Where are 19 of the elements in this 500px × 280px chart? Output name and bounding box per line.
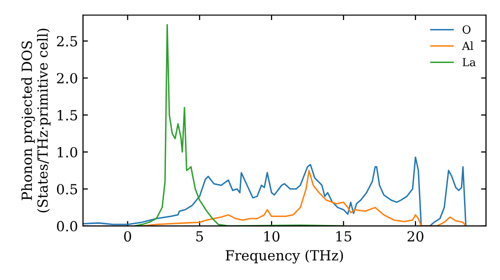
line-series	[134, 24, 344, 226]
y-tick-label: 2.5	[56, 36, 78, 46]
y-tick-label: 2.0	[56, 72, 78, 84]
legend-label: O	[462, 25, 470, 34]
line-series	[83, 156, 467, 226]
x-tick-label: 10	[264, 231, 280, 242]
legend-label: Al	[462, 41, 474, 50]
y-axis-title: Phonon projected DOS (States/THz·primitive cell)	[21, 28, 50, 212]
line-series	[141, 170, 467, 226]
x-tick-label: 0	[124, 231, 132, 242]
y-tick-label: 0.5	[56, 184, 78, 194]
y-tick-label: 0.0	[56, 220, 78, 232]
x-tick-label: 5	[196, 231, 203, 242]
y-tick-label: 1.5	[58, 110, 78, 120]
x-tick-label: 15	[336, 231, 352, 242]
legend-label: La	[462, 58, 476, 66]
y-tick-label: 1.0	[58, 146, 78, 158]
x-tick-label: 20	[408, 231, 424, 242]
x-axis-title: Frequency (THz)	[226, 250, 343, 264]
